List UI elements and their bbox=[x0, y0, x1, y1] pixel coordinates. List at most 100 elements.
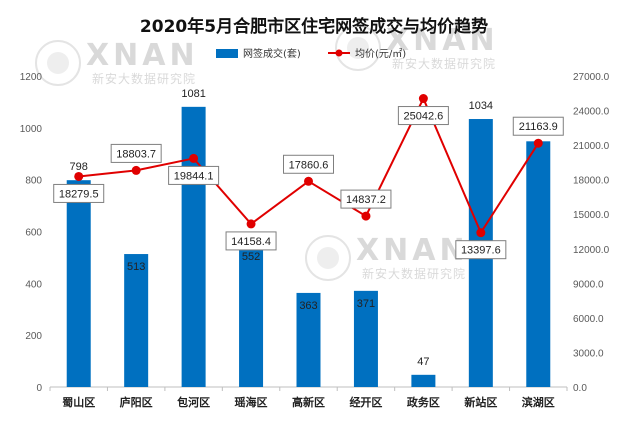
bar bbox=[296, 292, 321, 387]
bar-value-label: 371 bbox=[357, 298, 375, 310]
line-point bbox=[131, 165, 141, 175]
line-value-label: 14158.4 bbox=[231, 236, 271, 248]
y-right-tick-label: 18000.0 bbox=[573, 176, 610, 187]
line-value-callout: 13397.6 bbox=[455, 240, 507, 260]
legend: 网签成交(套) 均价(元/㎡) bbox=[216, 47, 406, 60]
watermark-logo-icon bbox=[335, 25, 381, 71]
legend-swatch-bar bbox=[216, 49, 238, 58]
line-value-callout: 25042.6 bbox=[397, 106, 449, 126]
bar bbox=[181, 106, 206, 388]
bar-value-label: 47 bbox=[417, 356, 429, 368]
legend-label-line: 均价(元/㎡) bbox=[355, 48, 406, 60]
bar bbox=[526, 141, 551, 387]
bar bbox=[411, 374, 436, 387]
line-point bbox=[189, 153, 199, 163]
y-left-tick-label: 1200 bbox=[20, 72, 43, 83]
watermark-logo-icon bbox=[305, 235, 351, 281]
callout-box bbox=[168, 165, 220, 185]
y-left-tick-label: 200 bbox=[25, 331, 42, 342]
bar-value-label: 1081 bbox=[181, 88, 205, 100]
line-point bbox=[74, 171, 84, 181]
watermark-brand: XNAN bbox=[356, 233, 469, 268]
x-tick-label: 经开区 bbox=[349, 395, 382, 409]
chart-title: 2020年5月合肥市区住宅网签成交与均价趋势 bbox=[140, 16, 488, 37]
x-tick-label: 高新区 bbox=[292, 395, 325, 409]
x-tick-label: 蜀山区 bbox=[62, 395, 95, 409]
callout-box bbox=[455, 240, 507, 260]
line-value-callout: 14837.2 bbox=[340, 189, 392, 209]
line-value-callout: 21163.9 bbox=[512, 116, 564, 136]
y-right-tick-label: 12000.0 bbox=[573, 245, 610, 256]
line-point bbox=[304, 176, 313, 186]
bar-value-label: 798 bbox=[70, 161, 88, 173]
y-right-tick-label: 21000.0 bbox=[573, 141, 610, 152]
line-value-label: 18803.7 bbox=[116, 148, 156, 160]
x-tick-label: 包河区 bbox=[176, 395, 210, 409]
line-value-callout: 17860.6 bbox=[283, 154, 334, 174]
x-tick-label: 瑶海区 bbox=[235, 395, 268, 409]
callout-box bbox=[110, 143, 162, 163]
bar bbox=[353, 290, 378, 387]
line-point bbox=[361, 211, 371, 221]
y-left-tick-label: 0 bbox=[36, 383, 42, 394]
callout-box bbox=[225, 231, 277, 251]
callout-box bbox=[512, 116, 564, 136]
y-right-tick-label: 24000.0 bbox=[573, 107, 610, 118]
y-right-tick-label: 27000.0 bbox=[573, 72, 610, 83]
bar-series bbox=[66, 106, 551, 388]
bar-value-label: 513 bbox=[127, 261, 145, 273]
data-labels: 798513108155236337147103494818279.518803… bbox=[53, 88, 564, 368]
line-point bbox=[533, 138, 543, 148]
bar-value-label: 363 bbox=[299, 300, 317, 312]
bar bbox=[239, 243, 264, 387]
bar-value-label: 1034 bbox=[469, 100, 493, 112]
x-tick-label: 新站区 bbox=[464, 395, 497, 409]
line-value-label: 18279.5 bbox=[59, 188, 99, 200]
callout-box bbox=[397, 106, 449, 126]
line-series bbox=[74, 94, 543, 238]
line-point bbox=[418, 94, 428, 104]
callout-box bbox=[53, 183, 105, 203]
watermark-logo-core-icon bbox=[317, 247, 339, 269]
y-left-tick-label: 800 bbox=[25, 176, 42, 187]
callout-box bbox=[340, 189, 392, 209]
watermark-name: 新安大数据研究院 bbox=[362, 266, 466, 281]
watermark-logo-core-icon bbox=[347, 37, 369, 59]
watermark-name: 新安大数据研究院 bbox=[392, 56, 496, 71]
line-value-label: 19844.1 bbox=[174, 170, 214, 182]
x-tick-label: 政务区 bbox=[407, 395, 440, 409]
y-left-tick-label: 1000 bbox=[20, 124, 43, 135]
line-value-label: 25042.6 bbox=[404, 111, 444, 123]
y-right-tick-label: 6000.0 bbox=[573, 314, 604, 325]
line-value-callout: 18803.7 bbox=[110, 143, 162, 163]
line-value-callout: 18279.5 bbox=[53, 183, 105, 203]
line-value-label: 17860.6 bbox=[289, 159, 329, 171]
legend-label-bar: 网签成交(套) bbox=[243, 47, 301, 60]
legend-marker-icon bbox=[335, 49, 343, 57]
line-value-callout: 19844.1 bbox=[168, 165, 220, 185]
watermark-brand: XNAN bbox=[386, 23, 499, 58]
watermark-brand: XNAN bbox=[86, 38, 199, 73]
y-right-tick-label: 3000.0 bbox=[573, 348, 604, 359]
watermark-logo-icon bbox=[35, 40, 81, 86]
callout-box bbox=[283, 154, 334, 174]
line-value-label: 13397.6 bbox=[461, 245, 501, 257]
y-left-tick-label: 600 bbox=[25, 228, 42, 239]
bar-value-label: 552 bbox=[242, 251, 260, 263]
y-right-tick-label: 9000.0 bbox=[573, 279, 604, 290]
line-point bbox=[246, 219, 256, 229]
line-value-label: 21163.9 bbox=[519, 121, 558, 133]
line-value-callout: 14158.4 bbox=[225, 231, 277, 251]
y-right-tick-label: 15000.0 bbox=[573, 210, 610, 221]
line-value-label: 14837.2 bbox=[346, 194, 386, 206]
x-tick-label: 滨湖区 bbox=[522, 395, 555, 409]
x-tick-label: 庐阳区 bbox=[120, 395, 153, 409]
bar bbox=[66, 180, 91, 387]
line-point bbox=[476, 228, 486, 238]
